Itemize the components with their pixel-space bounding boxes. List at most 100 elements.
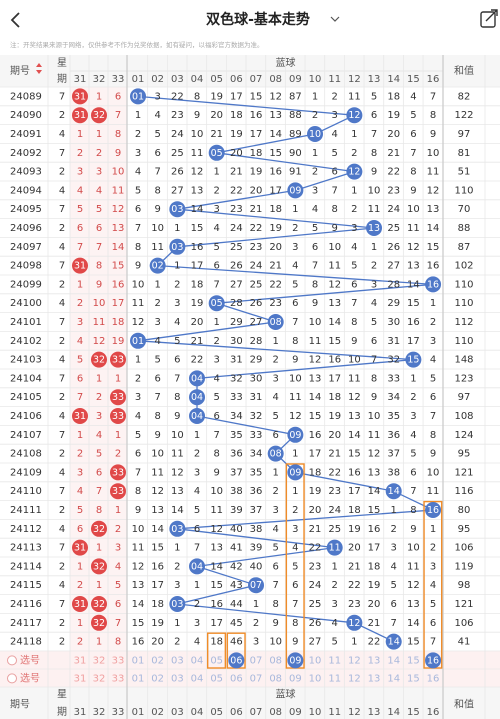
sum-value: 88 xyxy=(458,223,471,234)
blue-omission: 9 xyxy=(273,618,279,629)
weekday: 7 xyxy=(59,261,65,272)
back-button[interactable] xyxy=(10,12,20,28)
select-blue[interactable]: 16 xyxy=(427,673,440,684)
select-blue[interactable]: 14 xyxy=(387,673,400,684)
blue-omission: 14 xyxy=(151,524,164,535)
blue-omission: 6 xyxy=(292,580,298,591)
select-blue[interactable]: 03 xyxy=(171,655,184,666)
select-blue[interactable]: 15 xyxy=(407,655,420,666)
select-blue[interactable]: 15 xyxy=(407,673,420,684)
blue-omission: 4 xyxy=(273,524,279,535)
select-radio[interactable] xyxy=(7,655,17,666)
select-blue[interactable]: 05 xyxy=(210,673,223,684)
select-blue[interactable]: 01 xyxy=(132,655,145,666)
blue-ball-label: 13 xyxy=(368,223,380,234)
blue-omission: 2 xyxy=(135,373,141,384)
blue-omission: 6 xyxy=(273,430,279,441)
red-omission: 1 xyxy=(96,637,102,648)
blue-omission: 30 xyxy=(250,373,263,384)
weekday: 2 xyxy=(59,637,65,648)
select-blue[interactable]: 10 xyxy=(309,673,322,684)
blue-omission: 10 xyxy=(348,355,361,366)
sum-value: 110 xyxy=(454,298,473,309)
red-ball xyxy=(91,596,107,612)
column-header: 期 xyxy=(57,706,67,718)
select-blue[interactable]: 03 xyxy=(171,673,184,684)
blue-omission: 19 xyxy=(269,223,282,234)
blue-omission: 19 xyxy=(348,524,361,535)
select-blue[interactable]: 01 xyxy=(132,673,145,684)
blue-omission: 6 xyxy=(312,242,318,253)
blue-omission: 8 xyxy=(273,599,279,610)
blue-ball-label: 04 xyxy=(191,392,203,403)
select-blue[interactable]: 09 xyxy=(289,673,302,684)
blue-omission: 13 xyxy=(407,599,420,610)
blue-ball xyxy=(385,633,402,650)
red-omission: 18 xyxy=(112,317,125,328)
sort-icon xyxy=(36,70,42,74)
select-blue[interactable]: 07 xyxy=(250,655,263,666)
blue-omission: 6 xyxy=(213,261,219,272)
blue-omission: 5 xyxy=(174,336,180,347)
blue-omission: 11 xyxy=(210,505,223,516)
blue-omission: 8 xyxy=(292,618,298,629)
red-omission: 1 xyxy=(77,561,83,572)
select-blue[interactable]: 08 xyxy=(269,673,282,684)
red-omission: 3 xyxy=(115,543,121,554)
select-blue[interactable]: 12 xyxy=(348,673,361,684)
share-arrow xyxy=(485,9,498,22)
title-dropdown[interactable] xyxy=(330,16,340,22)
select-blue[interactable]: 12 xyxy=(348,655,361,666)
share-button[interactable] xyxy=(480,9,498,28)
select-blue[interactable]: 02 xyxy=(151,673,164,684)
red-omission: 4 xyxy=(96,430,102,441)
period: 24096 xyxy=(10,223,42,234)
select-blue[interactable]: 14 xyxy=(387,655,400,666)
blue-omission: 10 xyxy=(407,543,420,554)
blue-omission: 3 xyxy=(292,524,298,535)
select-label[interactable]: 选号 xyxy=(20,671,40,684)
blue-ball-label: 05 xyxy=(211,298,223,309)
blue-omission: 25 xyxy=(230,242,243,253)
select-red[interactable]: 32 xyxy=(93,673,106,684)
select-blue[interactable]: 11 xyxy=(328,655,341,666)
blue-omission: 3 xyxy=(213,204,219,215)
blue-omission: 27 xyxy=(250,317,263,328)
select-blue[interactable]: 10 xyxy=(309,655,322,666)
page-title[interactable]: 双色球-基本走势 xyxy=(206,11,310,28)
blue-omission: 33 xyxy=(387,373,400,384)
select-red[interactable]: 33 xyxy=(112,655,125,666)
select-radio[interactable] xyxy=(7,673,17,684)
blue-omission: 8 xyxy=(194,91,200,102)
select-red[interactable]: 31 xyxy=(74,673,87,684)
select-blue[interactable]: 02 xyxy=(151,655,164,666)
select-blue[interactable]: 07 xyxy=(250,673,263,684)
column-header: 01 xyxy=(132,707,145,718)
select-blue[interactable]: 13 xyxy=(368,673,381,684)
blue-omission: 23 xyxy=(250,242,263,253)
blue-omission: 28 xyxy=(230,298,243,309)
select-red[interactable]: 31 xyxy=(74,655,87,666)
blue-omission: 5 xyxy=(351,261,357,272)
column-header: 02 xyxy=(151,74,164,85)
blue-omission: 10 xyxy=(407,204,420,215)
blue-omission: 11 xyxy=(328,261,341,272)
select-blue[interactable]: 04 xyxy=(191,673,204,684)
weekday: 7 xyxy=(59,317,65,328)
blue-omission: 34 xyxy=(250,449,263,460)
select-blue[interactable]: 04 xyxy=(191,655,204,666)
select-blue[interactable]: 13 xyxy=(368,655,381,666)
blue-omission: 9 xyxy=(312,298,318,309)
select-blue[interactable]: 11 xyxy=(328,673,341,684)
select-red[interactable]: 33 xyxy=(112,673,125,684)
blue-omission: 13 xyxy=(132,580,145,591)
select-blue[interactable]: 06 xyxy=(230,673,243,684)
blue-ball-label: 07 xyxy=(250,580,262,591)
select-blue[interactable]: 05 xyxy=(210,655,223,666)
select-label[interactable]: 选号 xyxy=(20,653,40,666)
red-omission: 12 xyxy=(112,204,125,215)
period: 24101 xyxy=(10,317,42,328)
select-blue[interactable]: 08 xyxy=(269,655,282,666)
select-red[interactable]: 32 xyxy=(93,655,106,666)
blue-omission: 2 xyxy=(213,336,219,347)
